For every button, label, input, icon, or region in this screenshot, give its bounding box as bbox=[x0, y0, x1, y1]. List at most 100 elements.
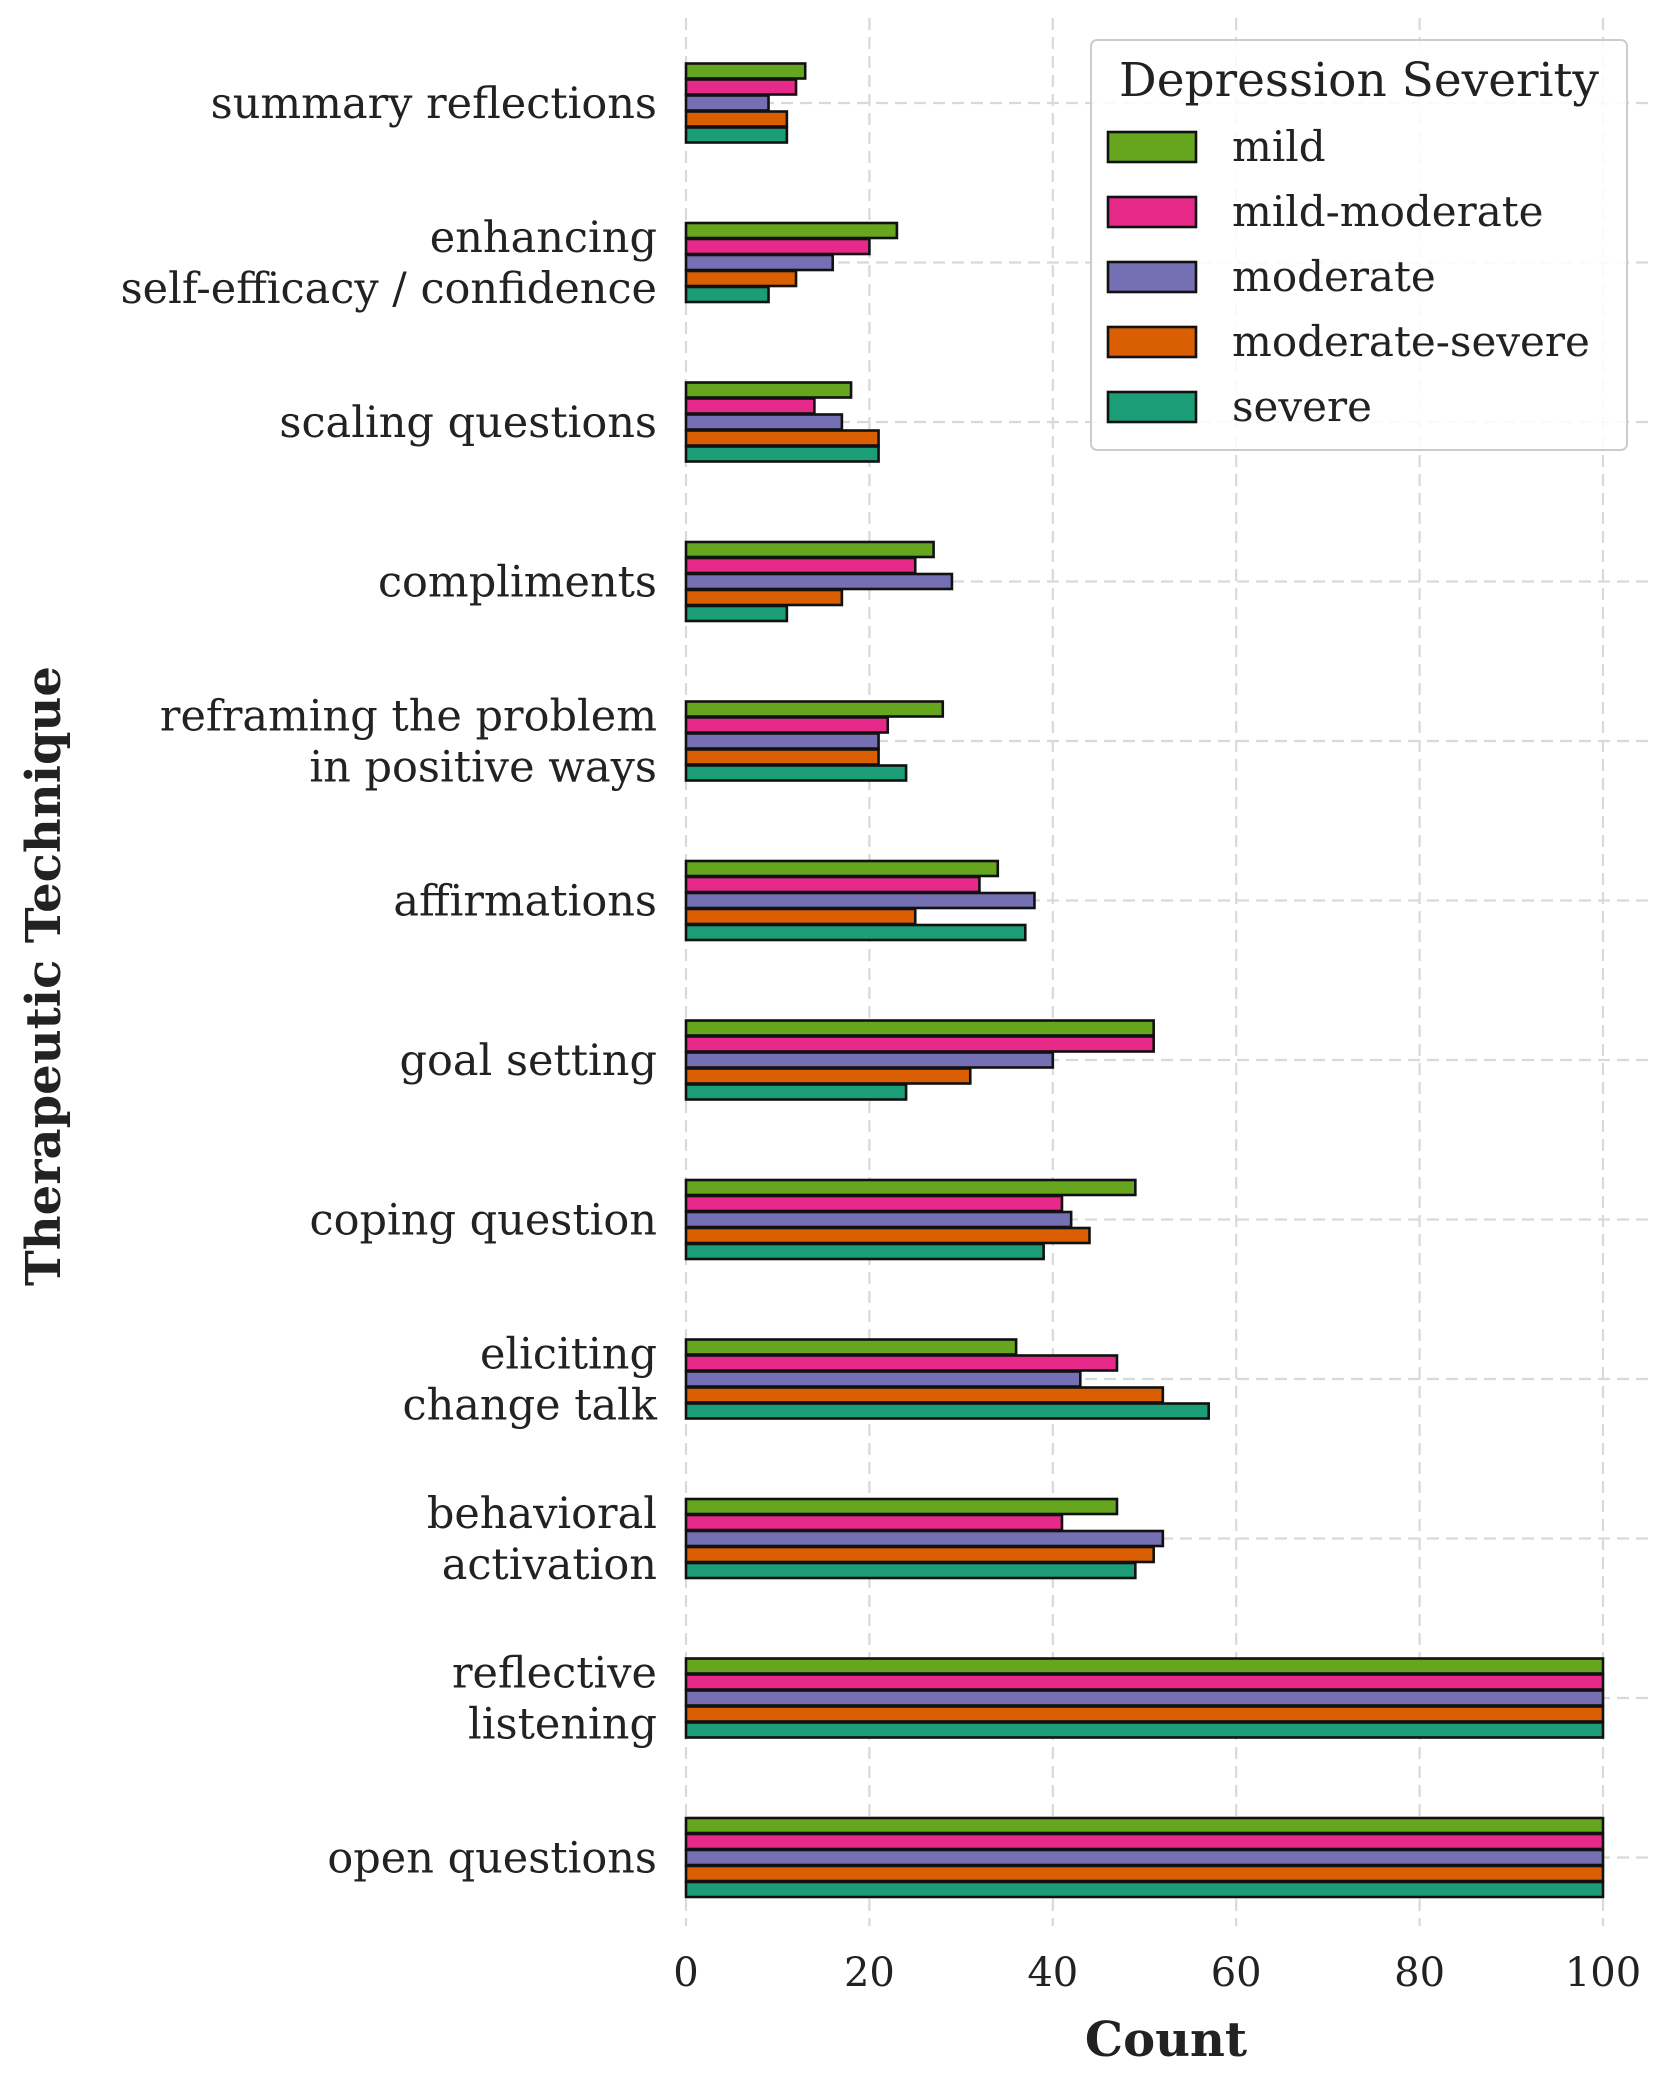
x-tick-label: 40 bbox=[1027, 1950, 1078, 1996]
bars bbox=[684, 62, 1605, 1899]
bar-mild-moderate bbox=[684, 1832, 1605, 1851]
bar-mild bbox=[684, 381, 853, 399]
legend: Depression Severity mild mild-moderate mod… bbox=[1090, 39, 1628, 451]
legend-swatch bbox=[1106, 325, 1198, 359]
bar-moderate bbox=[684, 732, 880, 750]
bar-severe bbox=[684, 1083, 908, 1101]
bar-mild bbox=[684, 859, 1000, 878]
bar-moderate-severe bbox=[684, 1067, 972, 1085]
category-label: goal setting bbox=[399, 1036, 657, 1086]
bar-mild-moderate bbox=[684, 1035, 1155, 1053]
bar-mild bbox=[684, 540, 935, 559]
bar-mild-moderate bbox=[684, 716, 890, 734]
bar-moderate bbox=[684, 94, 770, 112]
category-label: compliments bbox=[378, 558, 657, 608]
bar-moderate bbox=[684, 891, 1036, 910]
bar-mild-moderate bbox=[684, 78, 798, 96]
bar-mild bbox=[684, 221, 899, 240]
legend-swatch bbox=[1106, 260, 1198, 294]
legend-label: mild-moderate bbox=[1232, 187, 1543, 236]
bar-mild-moderate bbox=[684, 875, 981, 894]
bar-mild-moderate bbox=[684, 1513, 1064, 1532]
bar-mild bbox=[684, 1019, 1155, 1037]
bar-moderate-severe bbox=[684, 907, 917, 926]
category-label: reflective bbox=[452, 1649, 657, 1699]
bar-moderate-severe bbox=[684, 269, 798, 288]
bar-severe bbox=[684, 1402, 1210, 1420]
bar-moderate bbox=[684, 253, 835, 272]
bar-severe bbox=[684, 1242, 1045, 1261]
bar-mild bbox=[684, 62, 807, 80]
bar-mild bbox=[684, 1497, 1119, 1516]
bar-moderate bbox=[684, 413, 844, 431]
category-labels: summary reflections enhancingself-efficac… bbox=[121, 79, 658, 1884]
bar-severe bbox=[684, 1721, 1605, 1739]
x-tick-label: 60 bbox=[1211, 1950, 1262, 1996]
category-label: scaling questions bbox=[279, 398, 657, 448]
legend-label: moderate-severe bbox=[1232, 317, 1590, 366]
bar-moderate-severe bbox=[684, 1386, 1165, 1404]
bar-mild-moderate bbox=[684, 556, 917, 575]
x-tick-label: 0 bbox=[673, 1950, 698, 1996]
category-label: affirmations bbox=[393, 877, 657, 927]
bar-moderate bbox=[684, 1689, 1605, 1707]
bar-moderate bbox=[684, 572, 954, 591]
bar-mild-moderate bbox=[684, 237, 871, 256]
category-label: in positive ways bbox=[309, 743, 657, 793]
bar-moderate-severe bbox=[684, 588, 844, 607]
category-label: self-efficacy / confidence bbox=[121, 264, 657, 314]
category-label: activation bbox=[442, 1540, 657, 1590]
category-label: behavioral bbox=[427, 1489, 657, 1539]
bar-moderate-severe bbox=[684, 110, 789, 128]
legend-items: mild mild-moderate moderate moderate-severe… bbox=[1106, 122, 1590, 431]
x-tick-labels: 0 20 40 60 80 100 bbox=[673, 1950, 1641, 1996]
category-label: coping question bbox=[310, 1196, 658, 1246]
legend-label: moderate bbox=[1232, 252, 1436, 301]
bar-mild-moderate bbox=[684, 1354, 1119, 1372]
bar-mild-moderate bbox=[684, 1673, 1605, 1691]
category-label: open questions bbox=[327, 1834, 657, 1884]
bar-moderate-severe bbox=[684, 1864, 1605, 1883]
bar-severe bbox=[684, 285, 770, 304]
bar-severe bbox=[684, 126, 789, 144]
legend-swatch bbox=[1106, 130, 1198, 164]
bar-mild bbox=[684, 1178, 1137, 1197]
bar-moderate-severe bbox=[684, 1226, 1091, 1245]
category-label: enhancing bbox=[430, 213, 657, 263]
legend-swatch bbox=[1106, 195, 1198, 229]
category-label: listening bbox=[468, 1700, 657, 1750]
bar-severe bbox=[684, 604, 789, 623]
x-tick-label: 80 bbox=[1394, 1950, 1445, 1996]
bar-mild bbox=[684, 700, 945, 718]
legend-title: Depression Severity bbox=[1119, 53, 1599, 108]
bar-mild bbox=[684, 1657, 1605, 1675]
bar-moderate-severe bbox=[684, 1545, 1155, 1564]
category-label: reframing the problem bbox=[160, 692, 657, 742]
category-label: eliciting bbox=[480, 1330, 657, 1380]
legend-swatch bbox=[1106, 390, 1198, 424]
bar-moderate-severe bbox=[684, 1705, 1605, 1723]
bar-severe bbox=[684, 1880, 1605, 1899]
x-tick-label: 100 bbox=[1565, 1950, 1641, 1996]
bar-moderate bbox=[684, 1210, 1073, 1229]
legend-label: mild bbox=[1232, 122, 1326, 171]
bar-moderate bbox=[684, 1370, 1082, 1388]
bar-severe bbox=[684, 445, 880, 463]
bar-severe bbox=[684, 923, 1027, 942]
bar-moderate bbox=[684, 1529, 1165, 1548]
bar-mild-moderate bbox=[684, 397, 816, 415]
bar-mild bbox=[684, 1816, 1605, 1835]
bar-moderate-severe bbox=[684, 748, 880, 766]
x-tick-label: 20 bbox=[844, 1950, 895, 1996]
bar-mild-moderate bbox=[684, 1194, 1064, 1213]
bar-moderate-severe bbox=[684, 429, 880, 447]
bar-moderate bbox=[684, 1051, 1055, 1069]
bar-moderate bbox=[684, 1848, 1605, 1867]
bar-mild bbox=[684, 1338, 1018, 1356]
y-axis-title: Therapeutic Technique bbox=[16, 666, 72, 1286]
legend-label: severe bbox=[1232, 382, 1372, 431]
category-label: summary reflections bbox=[211, 79, 657, 129]
x-axis-title: Count bbox=[1085, 2012, 1247, 2068]
